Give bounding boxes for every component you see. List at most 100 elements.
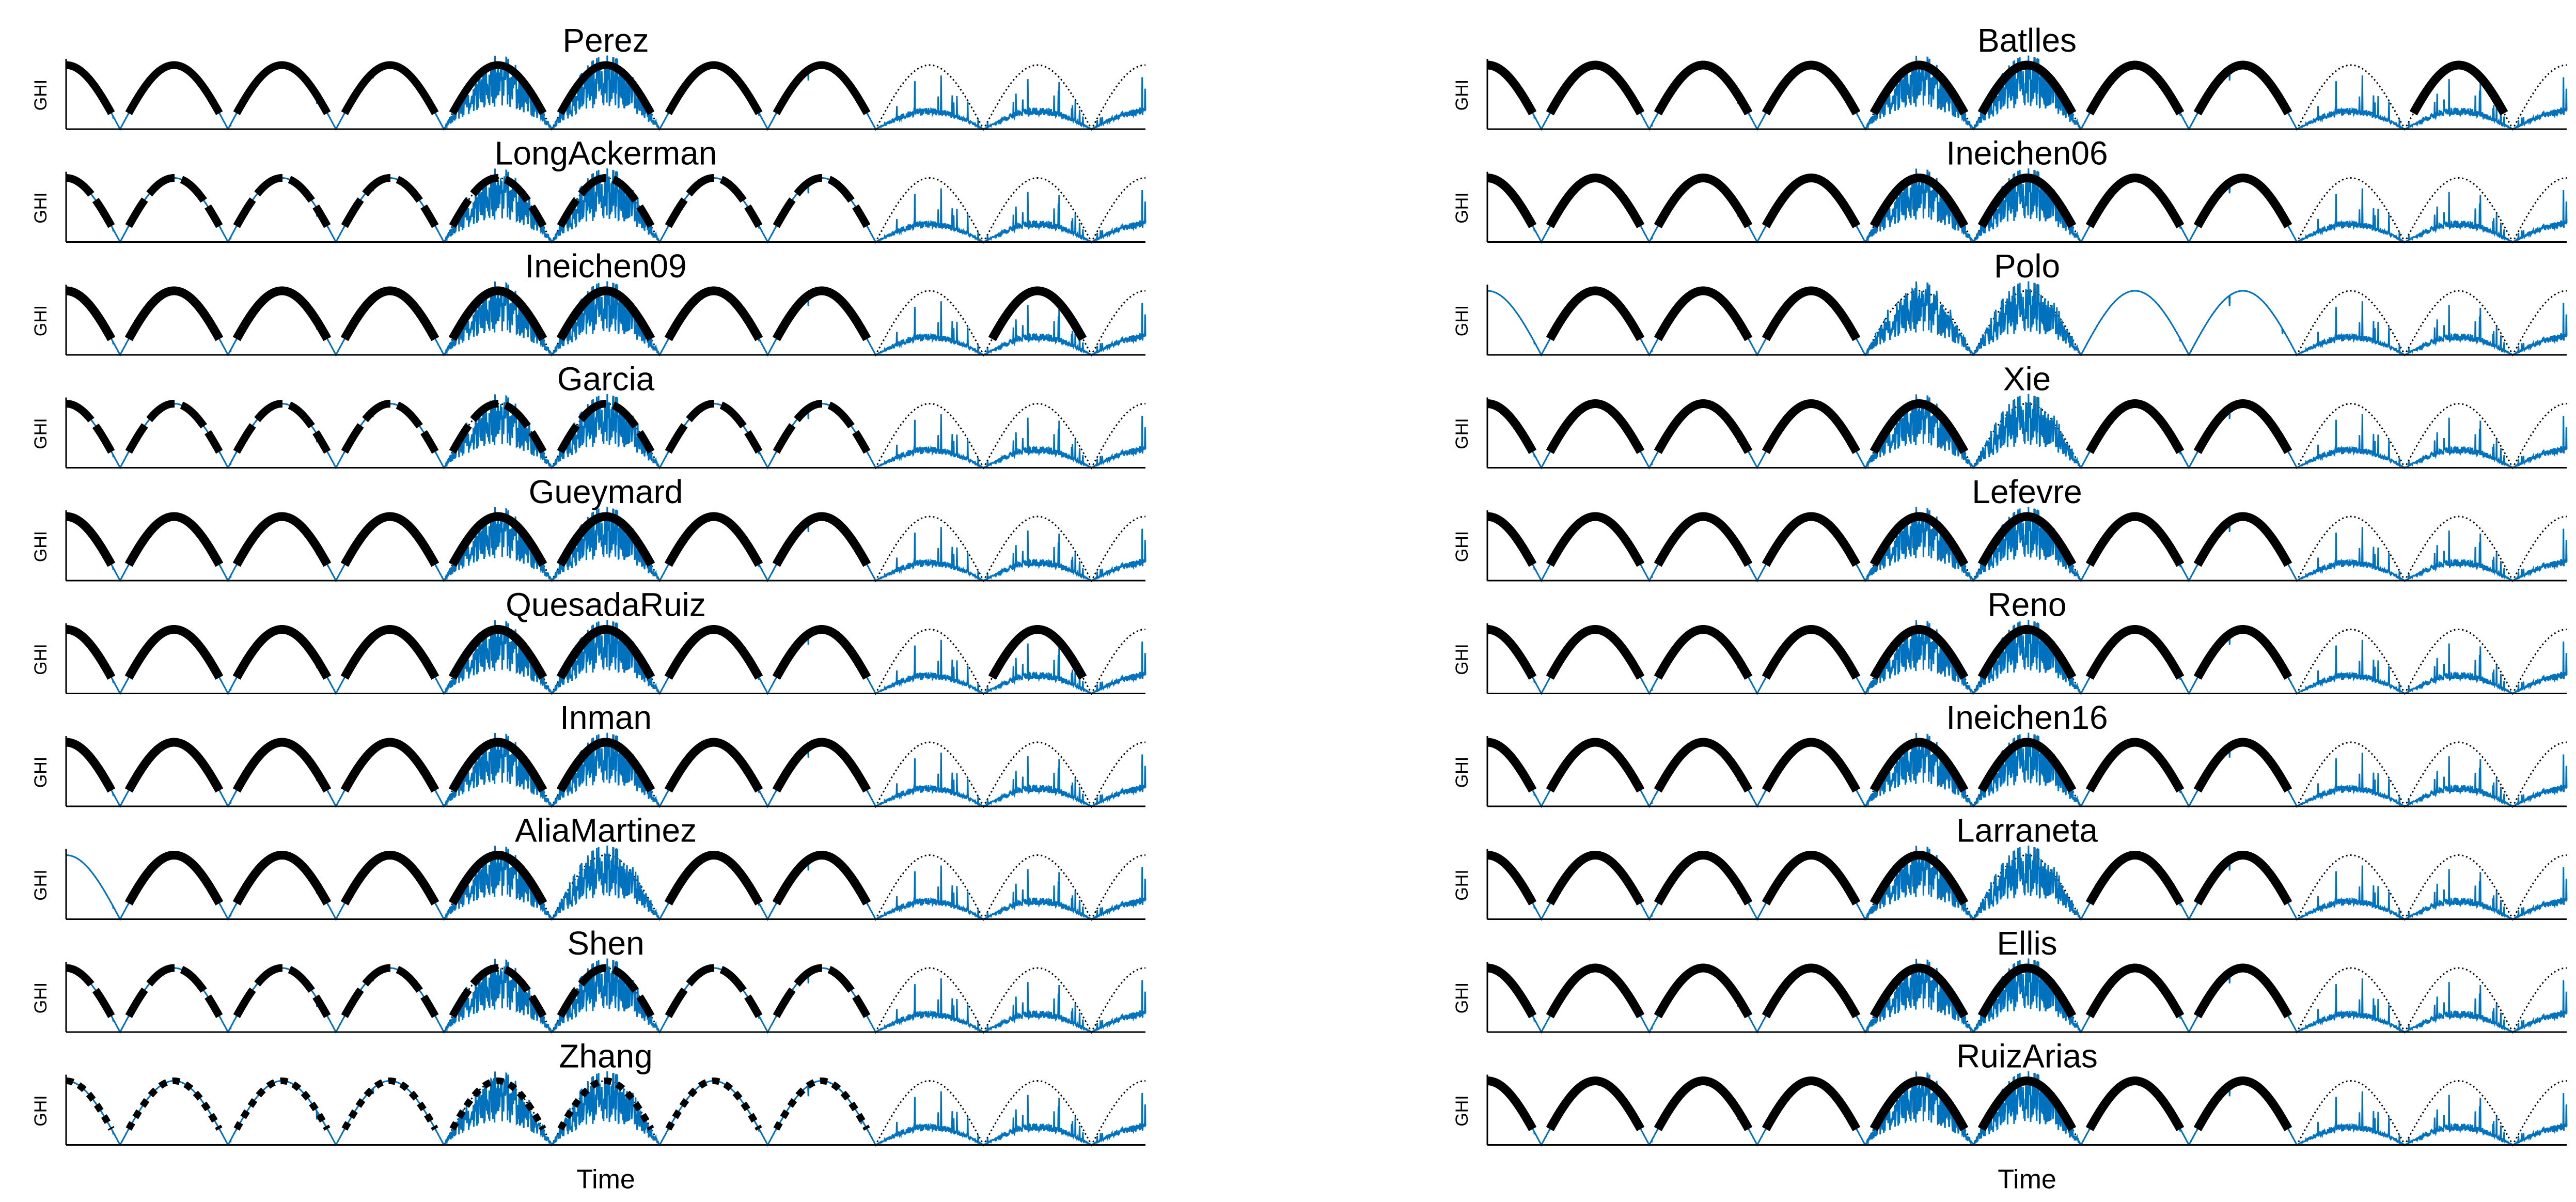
detected-clear-sky-mark xyxy=(773,964,871,1018)
detected-clear-sky-mark xyxy=(1977,174,2077,228)
detected-clear-sky-mark xyxy=(124,738,224,793)
detected-clear-sky-mark xyxy=(1762,60,1861,116)
subplot-title: Reno xyxy=(1988,586,2067,623)
measured-ghi-line xyxy=(66,845,1146,921)
detected-clear-sky-mark xyxy=(557,61,655,115)
detected-clear-sky-mark xyxy=(232,851,332,906)
detected-clear-sky-mark xyxy=(2193,963,2292,1019)
detected-clear-sky-mark xyxy=(2085,399,2185,454)
detected-clear-sky-mark xyxy=(2085,1076,2185,1131)
subplot-AliaMartinez: GHI AliaMartinez xyxy=(31,812,1146,921)
detected-clear-sky-mark xyxy=(665,964,763,1018)
detected-clear-sky-group xyxy=(1487,512,2292,567)
detected-clear-sky-mark xyxy=(1977,738,2077,793)
detected-clear-sky-mark xyxy=(1977,625,2077,680)
subplot-title: Batlles xyxy=(1977,22,2077,59)
detected-clear-sky-mark xyxy=(2193,738,2292,793)
detected-clear-sky-group xyxy=(66,964,871,1018)
detected-clear-sky-mark xyxy=(2085,851,2185,906)
detected-clear-sky-mark xyxy=(1487,738,1537,793)
detected-clear-sky-mark xyxy=(2085,963,2185,1019)
subplot-title: Xie xyxy=(2003,361,2051,398)
subplot-title: Ineichen09 xyxy=(525,247,686,285)
subplot-title: Perez xyxy=(562,22,649,59)
x-axis-label-right: Time xyxy=(1998,1165,2056,1195)
detected-clear-sky-mark xyxy=(556,286,655,341)
subplot-Reno: GHI Reno xyxy=(1452,586,2568,695)
detected-clear-sky-mark xyxy=(1762,1076,1861,1131)
detected-clear-sky-mark xyxy=(772,738,871,793)
detected-clear-sky-mark xyxy=(1762,738,1861,793)
y-axis-label: GHI xyxy=(1452,305,1472,336)
subplot-title: Lefevre xyxy=(1972,473,2082,510)
detected-clear-sky-group xyxy=(1487,963,2292,1019)
y-axis-label: GHI xyxy=(31,305,51,336)
detected-clear-sky-mark xyxy=(1870,1076,1969,1131)
detected-clear-sky-group xyxy=(1487,851,2292,906)
detected-clear-sky-mark xyxy=(340,286,439,341)
detected-clear-sky-mark xyxy=(341,1078,438,1131)
detected-clear-sky-mark xyxy=(233,964,331,1018)
detected-clear-sky-mark xyxy=(2409,60,2508,116)
subplot-title: Gueymard xyxy=(529,473,683,510)
subplot-Garcia: GHI Garcia xyxy=(31,361,1146,470)
detected-clear-sky-mark xyxy=(449,400,547,454)
detected-clear-sky-mark xyxy=(124,512,224,567)
detected-clear-sky-mark xyxy=(773,174,871,228)
detected-clear-sky-mark xyxy=(2193,1076,2292,1131)
detected-clear-sky-group xyxy=(1487,60,2508,116)
detected-clear-sky-mark xyxy=(341,964,439,1018)
y-axis-label: GHI xyxy=(1452,757,1472,788)
detected-clear-sky-mark xyxy=(232,512,332,567)
detected-clear-sky-mark xyxy=(125,400,223,454)
detected-clear-sky-group xyxy=(124,851,871,906)
detected-clear-sky-mark xyxy=(1762,625,1861,680)
detected-clear-sky-mark xyxy=(1487,963,1537,1019)
subplot-Ineichen09: GHI Ineichen09 xyxy=(31,247,1146,357)
detected-clear-sky-mark xyxy=(66,286,116,341)
subplot-Xie: GHI Xie xyxy=(1452,361,2568,470)
y-axis-label: GHI xyxy=(1452,80,1472,111)
detected-clear-sky-mark xyxy=(664,286,763,341)
detected-clear-sky-mark xyxy=(665,400,763,454)
detected-clear-sky-mark xyxy=(1762,174,1861,228)
detected-clear-sky-mark xyxy=(449,1078,546,1131)
detected-clear-sky-mark xyxy=(1487,1076,1537,1131)
detected-clear-sky-group xyxy=(1487,399,2292,454)
y-axis-label: GHI xyxy=(31,531,51,562)
y-axis-label: GHI xyxy=(31,1095,51,1126)
detected-clear-sky-mark xyxy=(66,964,115,1018)
subplot-title: Ineichen06 xyxy=(1946,135,2108,172)
detected-clear-sky-mark xyxy=(125,174,223,228)
detected-clear-sky-mark xyxy=(772,851,871,906)
detected-clear-sky-mark xyxy=(773,1078,870,1131)
detected-clear-sky-mark xyxy=(448,286,547,341)
detected-clear-sky-mark xyxy=(2193,60,2292,116)
detected-clear-sky-mark xyxy=(1546,625,1645,680)
subplot-Ineichen06: GHI Ineichen06 xyxy=(1452,135,2568,244)
detected-clear-sky-mark xyxy=(1487,60,1537,116)
detected-clear-sky-mark xyxy=(340,512,439,567)
subplot-title: LongAckerman xyxy=(495,135,717,172)
subplot-title: Polo xyxy=(1994,247,2060,285)
measured-ghi-line xyxy=(1487,845,2568,921)
detected-clear-sky-group xyxy=(66,625,1087,680)
detected-clear-sky-mark xyxy=(233,174,331,228)
detected-clear-sky-mark xyxy=(233,400,331,454)
detected-clear-sky-mark xyxy=(1546,738,1645,793)
detected-clear-sky-mark xyxy=(556,512,655,567)
detected-clear-sky-mark xyxy=(1654,399,1753,454)
detected-clear-sky-mark xyxy=(1654,963,1753,1019)
detected-clear-sky-mark xyxy=(449,964,547,1018)
detected-clear-sky-mark xyxy=(341,400,439,454)
measured-ghi-line xyxy=(1487,394,2568,470)
detected-clear-sky-mark xyxy=(1870,399,1969,454)
x-axis-label-left: Time xyxy=(576,1165,635,1195)
detected-clear-sky-group xyxy=(66,61,871,115)
subplot-title: Ineichen16 xyxy=(1946,699,2108,736)
subplot-Zhang: GHI Zhang xyxy=(31,1038,1146,1147)
detected-clear-sky-mark xyxy=(1762,963,1861,1019)
detected-clear-sky-mark xyxy=(1654,1076,1753,1131)
detected-clear-sky-mark xyxy=(233,1078,331,1131)
detected-clear-sky-mark xyxy=(1762,512,1861,567)
